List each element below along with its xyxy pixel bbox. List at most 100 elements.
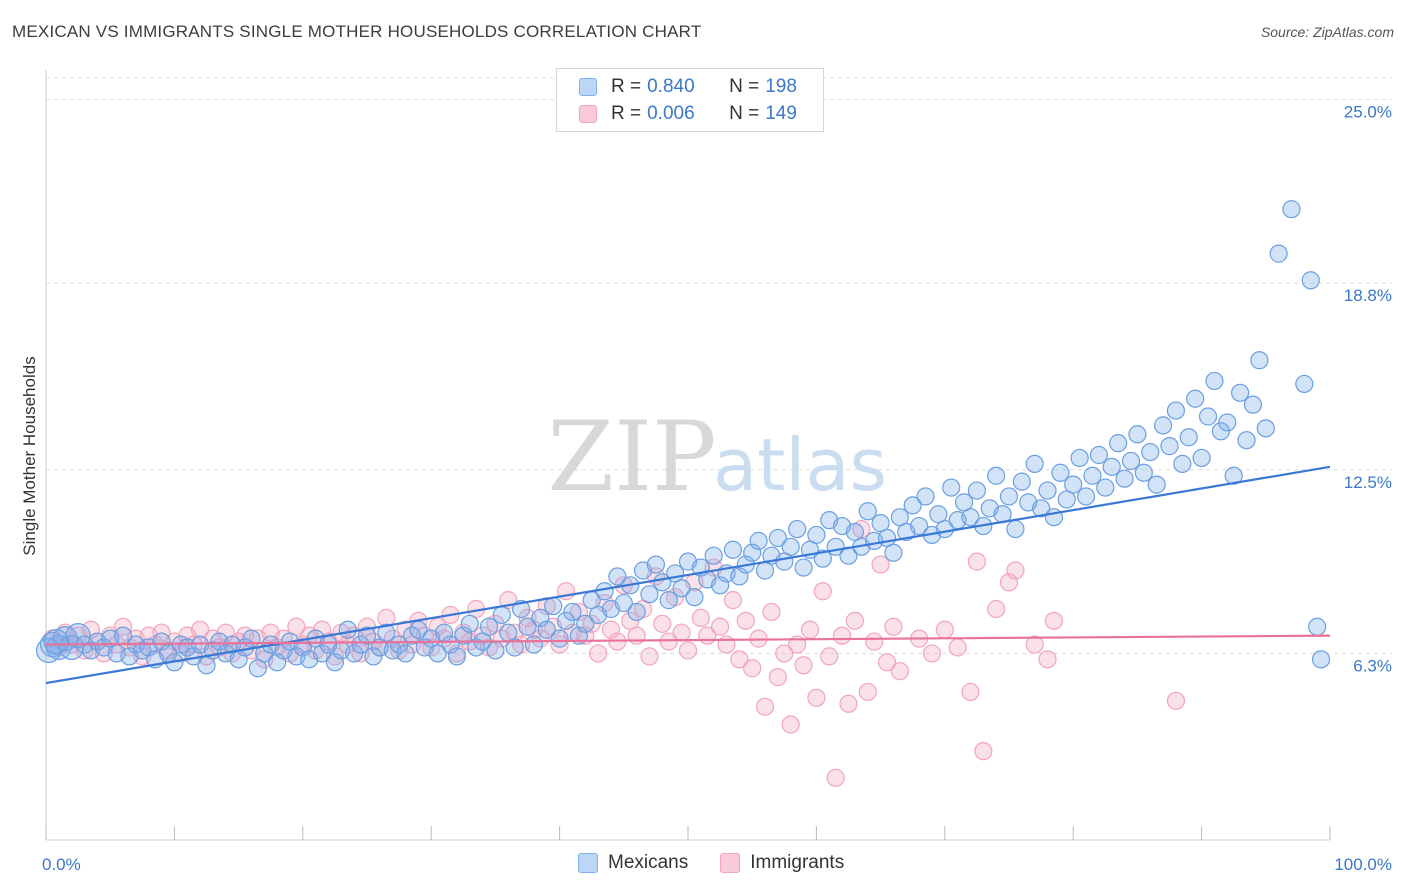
mexican-point [1256,419,1275,438]
mexican-point [486,641,505,660]
mexican-point [1179,428,1198,447]
mexican-point [1051,463,1070,482]
mexican-point [531,608,550,627]
mexican-point [396,644,415,663]
immigrant-point [723,591,743,610]
mexican-point [1115,469,1134,488]
mexican-point [505,638,524,657]
watermark: ZIP atlas [547,401,887,513]
immigrant-point [877,653,897,672]
mexican-point [723,540,743,559]
mexican-point [1295,374,1314,394]
mexican-point [43,628,69,655]
mexican-point [768,528,787,548]
legend-item-immigrants[interactable]: Immigrants [720,852,844,874]
mexican-point [1147,475,1166,494]
mexicans-legend-swatch [578,853,598,873]
mexican-point [1198,407,1218,426]
immigrant-point [678,641,698,660]
mexican-point [325,653,344,672]
legend-row-mexicans: R = 0.840 N = 198 [579,76,797,98]
immigrant-point [762,602,781,622]
mexican-point [967,481,987,500]
mexican-point [518,617,537,636]
immigrant-point [627,626,646,645]
mexican-point [1282,200,1301,219]
mexican-point [1231,383,1250,402]
y-tick-label: 25.0% [1344,103,1392,122]
x-tick-label: 100.0% [1334,855,1392,874]
immigrant-point [775,644,794,663]
mexican-point [1096,478,1115,497]
mexican-point [454,626,473,645]
r-label: R = [611,76,642,97]
mexican-point [1064,475,1083,494]
immigrant-point [659,632,678,651]
mexican-point [640,585,659,604]
mexican-point [1269,244,1288,263]
correlation-legend: R = 0.840 N = 198 R = 0.006 N = 149 [556,68,824,132]
source-label: Source: ZipAtlas.com [1260,24,1394,40]
mexican-point [1070,448,1089,468]
mexican-point [1012,472,1031,491]
mexican-point [1128,425,1147,444]
mexican-point [544,596,563,616]
mexican-point [550,629,569,648]
mexicans-trend-line [45,465,1331,685]
mexican-point [479,617,499,636]
immigrant-point [961,682,980,702]
mexican-point [364,647,383,666]
x-tick-label: 0.0% [42,855,81,874]
mexicans-swatch [579,78,597,96]
chart-title: MEXICAN VS IMMIGRANTS SINGLE MOTHER HOUS… [12,22,702,41]
mexican-point [1153,416,1173,435]
immigrant-point [948,638,967,657]
immigrant-point [935,620,954,639]
immigrant-point [75,641,94,660]
mexican-point [781,537,800,556]
mexican-point [576,614,595,633]
immigrant-point [589,644,608,663]
mexican-point [563,602,582,622]
mexican-point [1076,487,1096,506]
immigrant-point [190,620,210,639]
y-tick-label: 6.3% [1353,656,1392,675]
immigrant-point [826,768,845,787]
mexican-point [345,644,364,663]
mexican-point [1211,422,1230,441]
immigrant-point [987,599,1006,619]
watermark-zip: ZIP [547,401,716,513]
mexican-point [1121,451,1141,471]
n-value: 149 [765,103,797,124]
series-legend: Mexicans Immigrants [578,852,876,874]
mexican-point [884,543,903,562]
mexican-point [1186,389,1205,408]
immigrant-point [743,659,762,678]
mexican-point [659,591,678,610]
mexican-point [961,508,980,527]
legend-item-mexicans[interactable]: Mexicans [578,852,688,874]
mexican-point [1109,434,1128,453]
immigrant-point [800,620,820,639]
mexican-point [537,620,556,639]
immigrant-point [640,647,659,666]
mexican-point [813,549,832,568]
legend-label-mexicans: Mexicans [608,852,689,873]
immigrant-point [820,647,839,666]
mexican-point [357,626,377,645]
immigrant-point [974,742,993,761]
immigrant-point [768,668,787,687]
mexican-point [1243,395,1263,414]
immigrant-point [865,632,884,651]
mexican-point [595,582,614,601]
mexican-point [646,555,666,574]
mexican-point [987,466,1006,485]
immigrant-point [967,552,987,571]
mexican-point [788,519,807,539]
immigrant-point [473,626,492,645]
mexican-point [1205,371,1224,391]
y-tick-label: 18.8% [1344,286,1392,305]
immigrants-swatch [579,105,597,123]
r-value: 0.006 [647,103,695,124]
